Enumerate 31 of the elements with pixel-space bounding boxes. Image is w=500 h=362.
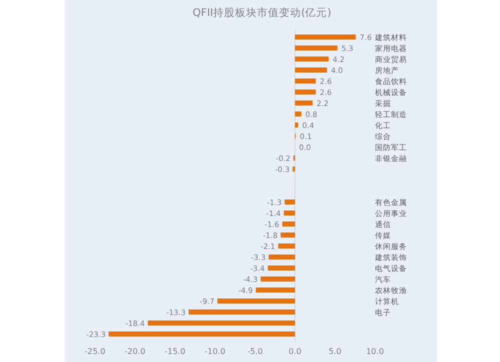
bar — [295, 56, 329, 62]
bar — [284, 200, 295, 204]
x-tick-label: -20.0 — [124, 347, 146, 356]
bar — [256, 288, 295, 292]
bar — [148, 320, 295, 326]
x-tick-label: -15.0 — [164, 347, 186, 356]
bar — [188, 310, 295, 314]
bar — [295, 78, 316, 84]
bar — [295, 68, 327, 72]
x-tick-label: -25.0 — [84, 347, 106, 356]
bar — [295, 34, 356, 40]
bar — [295, 112, 302, 116]
x-tick-label: -5.0 — [247, 347, 263, 356]
x-tick-label: 5.0 — [328, 347, 342, 356]
bar — [295, 46, 338, 50]
bar — [260, 276, 295, 282]
bar — [284, 210, 295, 216]
x-tick-label: 10.0 — [366, 347, 384, 356]
bar — [295, 100, 313, 106]
bar — [268, 266, 295, 270]
bar — [295, 90, 316, 94]
x-tick-label: -10.0 — [204, 347, 226, 356]
x-tick-label: 0.0 — [288, 347, 302, 356]
bar — [278, 244, 295, 248]
bar — [280, 232, 295, 238]
bar — [217, 298, 295, 304]
bar — [295, 122, 298, 128]
bar — [268, 254, 295, 260]
bar — [108, 332, 295, 336]
bar — [282, 222, 295, 226]
chart-title: QFII持股板块市值变动(亿元) — [192, 6, 332, 19]
